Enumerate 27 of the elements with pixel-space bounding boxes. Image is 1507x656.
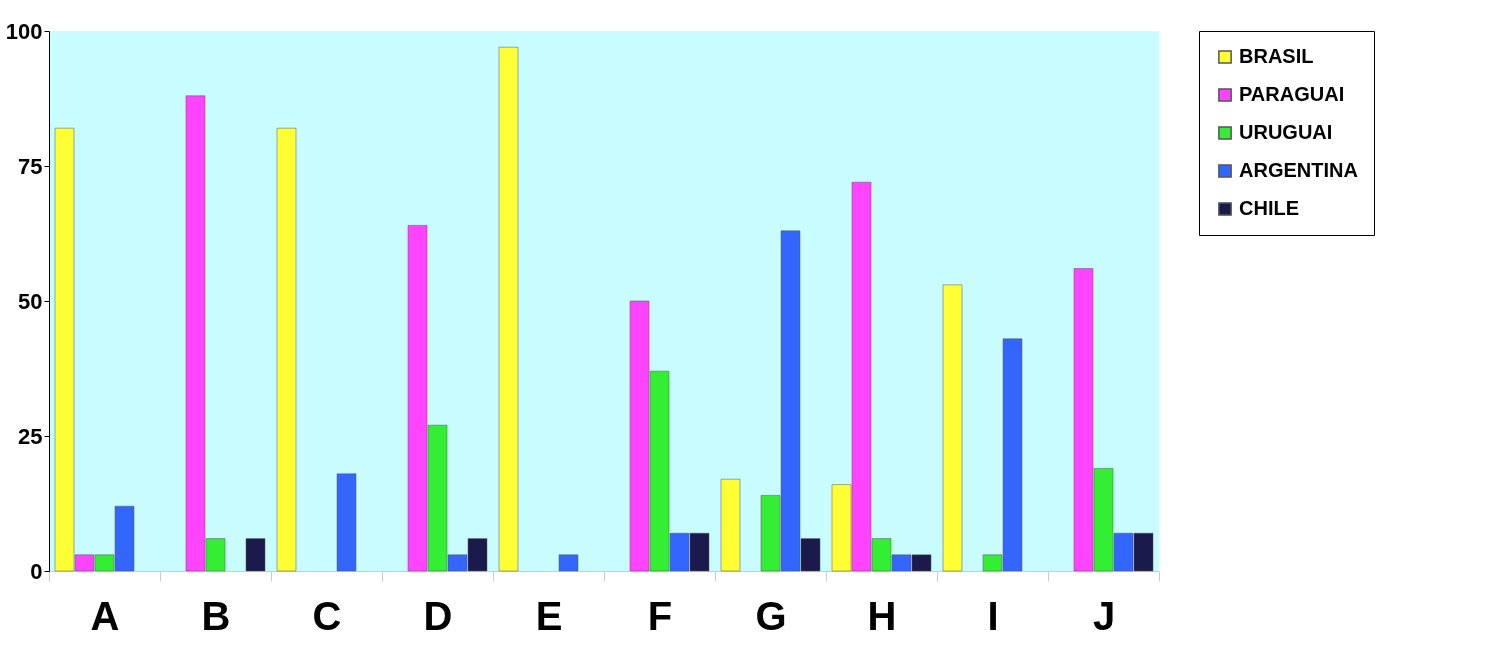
bar [720, 478, 741, 572]
bar [245, 538, 266, 572]
y-tick-label: 25 [18, 423, 43, 449]
x-tick-label: H [867, 593, 897, 638]
legend-label: ARGENTINA [1239, 159, 1358, 181]
x-tick-label: J [1092, 593, 1116, 638]
x-tick-label: B [201, 593, 231, 638]
legend-label: PARAGUAI [1239, 83, 1345, 105]
y-tick-label: 50 [18, 288, 43, 314]
legend-label: URUGUAI [1239, 121, 1333, 143]
x-tick-label: C [312, 593, 342, 638]
y-tick-label: 0 [30, 558, 43, 584]
x-tick-label: I [987, 593, 999, 638]
y-tick-label: 75 [18, 153, 43, 179]
legend-label: CHILE [1239, 197, 1299, 219]
bar [942, 284, 963, 572]
x-tick-label: G [755, 593, 787, 638]
x-tick-label: F [647, 593, 673, 638]
bar [276, 127, 297, 572]
y-tick-label: 100 [5, 18, 43, 44]
legend-label: BRASIL [1239, 45, 1314, 67]
bar [498, 46, 519, 572]
x-tick-label: E [535, 593, 563, 638]
x-tick-label: D [423, 593, 453, 638]
bar [336, 473, 357, 572]
x-tick-label: A [90, 593, 120, 638]
bar [558, 554, 579, 572]
